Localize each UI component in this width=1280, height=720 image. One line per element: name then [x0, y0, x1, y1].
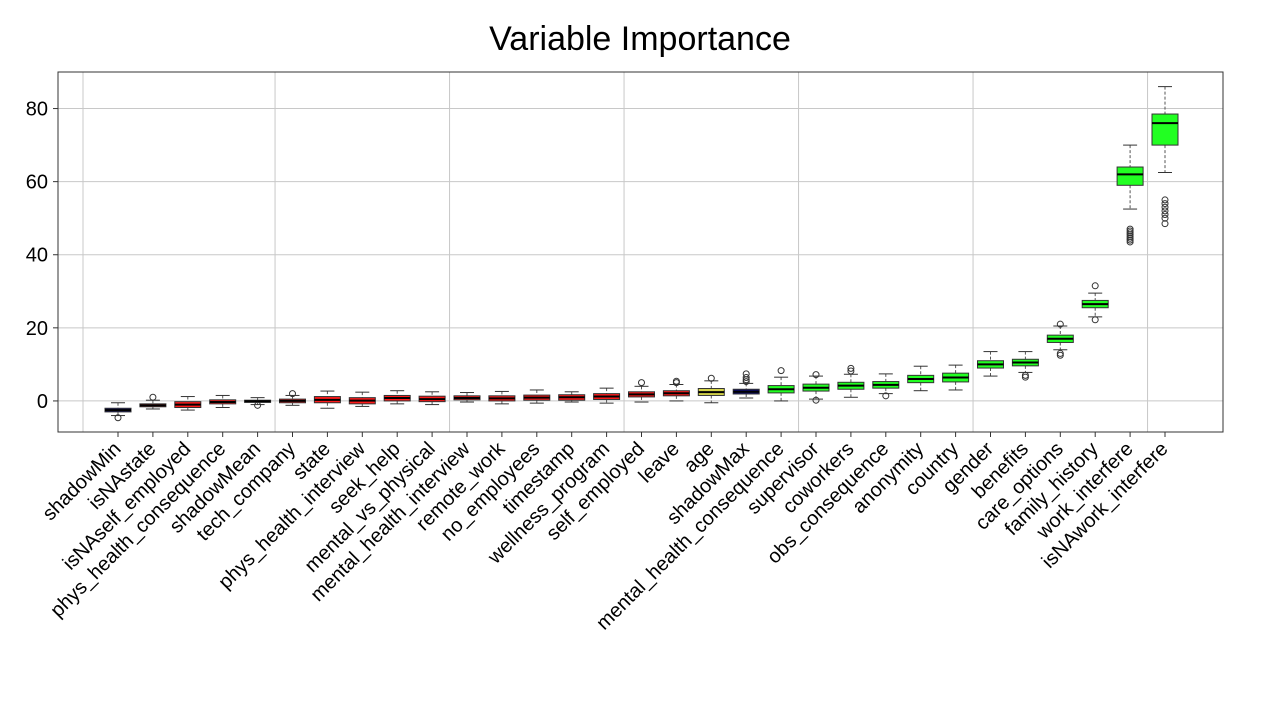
outlier-point — [742, 378, 750, 386]
box-isNAwork_interfere — [1151, 86, 1179, 228]
outlier-point — [1161, 207, 1169, 215]
box-layer — [104, 86, 1179, 422]
outlier-point — [149, 393, 157, 401]
x-tick-label: leave — [635, 438, 684, 487]
outlier-point — [882, 392, 890, 400]
box-timestamp — [558, 391, 586, 403]
box-isNAstate — [139, 393, 167, 410]
box-rect — [1116, 166, 1144, 186]
box-age — [697, 374, 725, 404]
y-tick-label: 0 — [37, 391, 48, 413]
outlier-point — [672, 377, 680, 385]
outlier-point — [1126, 225, 1134, 233]
outlier-point — [1126, 229, 1134, 237]
outlier-point — [1091, 316, 1099, 324]
y-tick-label: 80 — [26, 99, 48, 121]
chart-title: Variable Importance — [489, 20, 791, 58]
outlier-point — [1126, 227, 1134, 235]
outlier-point — [1161, 203, 1169, 211]
box-mental_vs_physical — [418, 391, 446, 406]
outlier-point — [707, 374, 715, 382]
box-remote_work — [488, 390, 516, 405]
box-rect — [1151, 113, 1179, 146]
box-mental_health_consequence — [767, 367, 795, 402]
outlier-point — [1091, 282, 1099, 290]
outlier-point — [812, 396, 820, 404]
box-no_employees — [523, 389, 551, 404]
box-wellness_program — [593, 387, 621, 404]
outlier-point — [1161, 220, 1169, 228]
outlier-point — [1126, 234, 1134, 242]
outlier-point — [1126, 236, 1134, 244]
outlier-point — [1056, 351, 1064, 359]
box-isNAself_employed — [174, 396, 202, 411]
box-leave — [662, 377, 690, 402]
box-shadowMean — [244, 397, 272, 409]
outlier-point — [638, 379, 645, 387]
outlier-point — [742, 370, 750, 378]
y-tick-label: 60 — [26, 172, 48, 194]
outlier-point — [1021, 371, 1029, 379]
outlier-point — [1056, 349, 1064, 357]
outlier-point — [1056, 320, 1064, 328]
box-coworkers — [837, 364, 865, 398]
box-shadowMax — [732, 370, 760, 399]
outlier-point — [1161, 211, 1169, 219]
box-gender — [977, 351, 1004, 377]
axis-layer: 0 20 40 60 80 — [26, 99, 1166, 437]
box-shadowMin — [104, 402, 132, 422]
outlier-point — [1161, 214, 1169, 222]
box-seek_help — [383, 390, 411, 405]
box-supervisor — [802, 371, 830, 404]
outlier-point — [1126, 231, 1134, 239]
outlier-point — [742, 374, 750, 382]
box-phys_health_consequence — [209, 394, 237, 409]
outlier-point — [1126, 232, 1134, 240]
y-tick-label: 40 — [26, 245, 48, 267]
box-state — [313, 390, 341, 409]
box-country — [942, 364, 970, 391]
outlier-point — [114, 414, 122, 422]
label-layer: shadowMinisNAstateisNAself_employedphys_… — [38, 437, 1172, 634]
outlier-point — [289, 390, 296, 398]
outlier-point — [847, 367, 855, 375]
outlier-point — [812, 371, 820, 379]
box-obs_consequence — [872, 373, 900, 400]
outlier-point — [847, 364, 855, 372]
outlier-point — [1021, 373, 1029, 381]
grid-layer — [58, 72, 1223, 432]
plot-frame — [57, 71, 1224, 433]
outlier-point — [1161, 200, 1169, 208]
box-work_interfere — [1116, 144, 1144, 246]
outlier-point — [1126, 238, 1134, 246]
box-benefits — [1011, 351, 1039, 381]
box-mental_health_interview — [453, 392, 481, 403]
box-self_employed — [628, 379, 655, 403]
outlier-point — [777, 367, 785, 375]
outlier-point — [254, 401, 262, 409]
box-phys_health_interview — [348, 391, 376, 407]
box-tech_company — [279, 390, 306, 406]
box-family_history — [1081, 282, 1109, 324]
box-anonymity — [907, 365, 935, 392]
box-care_options — [1046, 320, 1074, 359]
y-tick-label: 20 — [26, 318, 48, 340]
outlier-point — [1161, 196, 1169, 204]
